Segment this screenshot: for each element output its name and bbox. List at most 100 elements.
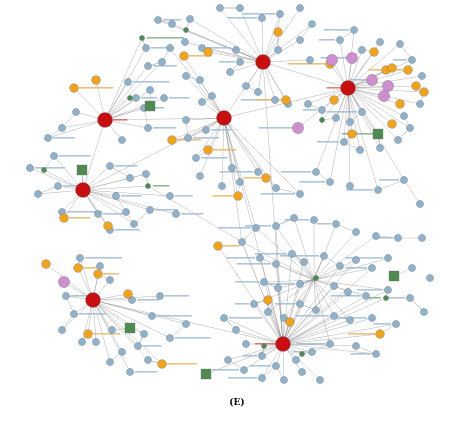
green-node: [183, 27, 189, 33]
gene-node: [118, 136, 126, 144]
node-label-text: [378, 237, 393, 239]
orange-node: [93, 269, 103, 279]
network-edge: [82, 189, 171, 197]
gene-node: [308, 348, 316, 356]
gene-node: [158, 58, 166, 66]
network-edge: [313, 259, 357, 281]
gene-node: [396, 40, 404, 48]
node-label-text: [153, 65, 177, 67]
gene-node: [296, 190, 304, 198]
network-edge: [347, 87, 361, 151]
network-edge: [347, 87, 379, 191]
gene-node: [400, 176, 408, 184]
orange-node: [203, 145, 213, 155]
gene-node: [140, 330, 148, 338]
green-node: [313, 275, 319, 281]
node-label-text: [212, 195, 233, 197]
node-label-text: [373, 323, 391, 325]
orange-node: [395, 99, 405, 109]
node-label-text: [53, 137, 75, 139]
node-label-text: [235, 281, 259, 283]
gene-node: [272, 260, 280, 268]
gene-node: [296, 4, 304, 12]
hub-node: [275, 336, 291, 352]
gene-node: [272, 222, 280, 230]
gene-node: [296, 300, 304, 308]
gene-node: [298, 368, 306, 376]
network-edge: [282, 283, 301, 345]
gene-node: [144, 62, 152, 70]
node-label-text: [169, 97, 190, 99]
node-label-text: [67, 211, 103, 213]
gene-node: [406, 294, 414, 302]
gene-node: [252, 224, 260, 232]
gene-node: [300, 258, 308, 266]
node-label-text: [189, 55, 212, 57]
network-edge: [263, 279, 315, 283]
orange-node: [103, 221, 113, 231]
gene-node: [368, 264, 376, 272]
node-label-text: [242, 355, 257, 357]
gene-node: [258, 374, 266, 382]
network-edge: [313, 279, 389, 291]
node-label-text: [226, 257, 255, 259]
green-node: [139, 35, 145, 41]
gene-node: [330, 282, 338, 290]
gene-node: [78, 338, 86, 346]
gene-node: [288, 250, 296, 258]
green-square-node: [372, 128, 384, 140]
network-edge: [223, 117, 267, 179]
node-label-text: [341, 133, 373, 135]
node-label-text: [346, 189, 373, 191]
network-edge: [275, 263, 315, 281]
orange-node: [369, 47, 379, 57]
network-edge: [82, 189, 127, 213]
gene-node: [416, 200, 424, 208]
network-edge: [282, 315, 335, 345]
network-edge: [219, 7, 264, 63]
gene-node: [166, 44, 174, 52]
gene-node: [198, 44, 206, 52]
node-label-text: [323, 29, 349, 31]
node-label-text: [63, 185, 84, 187]
gene-node: [350, 26, 358, 34]
node-label-text: [388, 297, 405, 299]
gene-node: [290, 214, 298, 222]
node-label-text: [254, 253, 287, 255]
hub-node: [97, 112, 113, 128]
node-label-text: [254, 343, 278, 345]
gene-node: [208, 92, 216, 100]
gene-node: [92, 338, 100, 346]
node-label-text: [207, 47, 232, 49]
node-label-text: [227, 17, 257, 19]
node-label-text: [153, 127, 177, 129]
network-edge: [267, 279, 315, 313]
node-label-text: [316, 223, 331, 225]
gene-node: [296, 36, 304, 44]
gene-node: [232, 326, 240, 334]
network-edge: [185, 75, 225, 119]
gene-node: [254, 88, 262, 96]
gene-node: [224, 356, 232, 364]
network-edge: [223, 61, 264, 119]
gene-node: [336, 36, 344, 44]
orange-node: [261, 173, 271, 183]
network-edge: [82, 117, 225, 191]
network-edge: [313, 279, 335, 317]
gene-node: [304, 100, 312, 108]
node-label-text: [103, 273, 120, 275]
network-edge: [262, 61, 284, 345]
green-node: [319, 117, 325, 123]
gene-node: [106, 358, 114, 366]
gene-node: [346, 316, 354, 324]
label-layer: [35, 13, 407, 379]
gene-node: [384, 254, 392, 262]
gene-node: [186, 15, 194, 23]
node-label-text: [218, 227, 251, 229]
node-label-text: [175, 195, 193, 197]
node-label-text: [287, 63, 325, 65]
orange-node: [83, 329, 93, 339]
network-edge: [241, 241, 284, 345]
gene-node: [76, 254, 84, 262]
node-label-text: [151, 47, 174, 49]
